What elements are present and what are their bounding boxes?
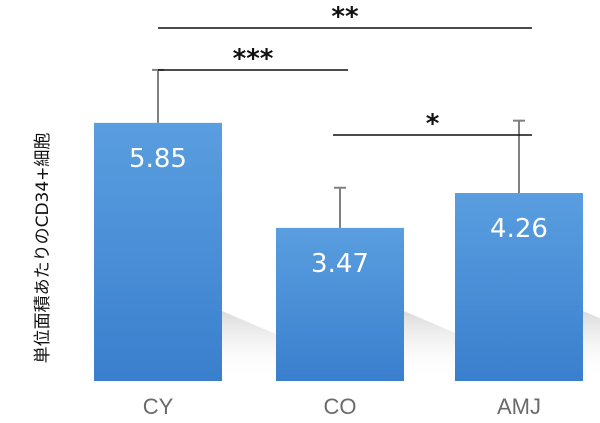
y-axis-label: 単位面積あたりのCD34+細胞 [33, 133, 53, 364]
bar-shadow [222, 311, 292, 381]
significance-label: * [426, 109, 440, 139]
significance-label: *** [233, 44, 274, 74]
category-label-co: CO [324, 394, 357, 419]
value-labels: 5.85 3.47 4.26 [129, 144, 548, 279]
bar-cy [94, 122, 222, 382]
value-label-co: 3.47 [311, 249, 369, 279]
bar-co [276, 227, 404, 381]
significance-brackets: ****** [158, 2, 532, 139]
value-label-amj: 4.26 [490, 214, 548, 244]
category-label-cy: CY [143, 394, 174, 419]
value-label-cy: 5.85 [129, 144, 187, 174]
bar-shadow [583, 311, 600, 381]
bar-amj [455, 193, 583, 381]
significance-label: ** [331, 2, 359, 32]
category-labels: CY CO AMJ [143, 394, 541, 419]
bars [94, 122, 583, 382]
category-label-amj: AMJ [497, 394, 541, 419]
